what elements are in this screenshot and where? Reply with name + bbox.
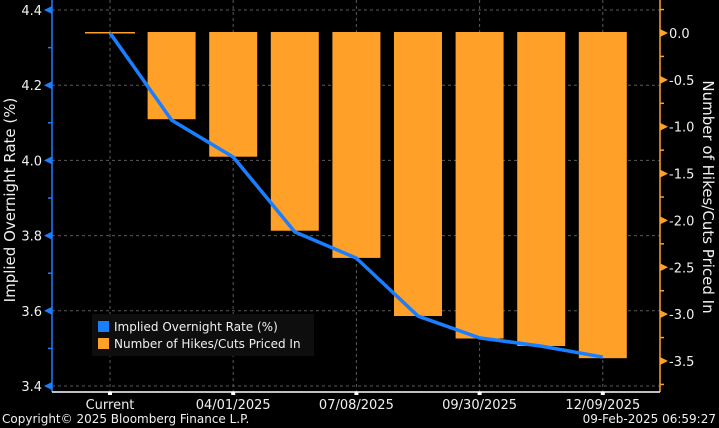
bar — [578, 32, 627, 359]
legend-item-rate: Implied Overnight Rate (%) — [98, 319, 278, 334]
legend: Implied Overnight Rate (%) Number of Hik… — [92, 314, 314, 356]
left-axis-ticks: 4.4 4.2 4.0 3.8 3.6 3.4 — [21, 4, 52, 395]
left-tick-label: 4.2 — [21, 79, 42, 94]
right-tick-marker — [660, 357, 668, 365]
x-tick-label: 12/09/2025 — [565, 398, 640, 413]
x-tick-marker — [600, 392, 605, 395]
right-tick-marker — [660, 75, 668, 84]
x-tick-marker — [108, 392, 112, 395]
x-tick-marker — [354, 392, 359, 395]
line-series — [108, 31, 604, 359]
right-tick-label: -2.0 — [669, 214, 694, 229]
right-axis-title: Number of Hikes/Cuts Priced In — [699, 80, 717, 313]
legend-swatch-rate — [98, 321, 109, 332]
bar — [455, 32, 504, 339]
left-tick-marker — [44, 306, 52, 315]
right-tick-marker — [660, 122, 668, 131]
left-tick-label: 4.0 — [21, 154, 42, 169]
left-tick-marker — [44, 156, 52, 165]
right-tick-label: 0.0 — [669, 27, 690, 42]
x-axis-ticks: Current 04/01/2025 07/08/2025 09/30/2025 12/… — [86, 392, 640, 413]
right-tick-marker — [660, 310, 668, 319]
copyright-text: Copyright© 2025 Bloomberg Finance L.P. — [2, 412, 250, 426]
right-tick-label: -1.0 — [669, 121, 694, 136]
right-tick-label: -3.5 — [669, 355, 694, 370]
left-tick-label: 4.4 — [21, 4, 42, 19]
timestamp-text: 09-Feb-2025 06:59:27 — [582, 412, 716, 426]
right-tick-label: -3.0 — [669, 308, 694, 323]
legend-label-rate: Implied Overnight Rate (%) — [114, 319, 278, 334]
x-tick-label: 04/01/2025 — [196, 398, 271, 413]
left-tick-label: 3.6 — [21, 305, 42, 320]
x-tick-marker — [231, 392, 236, 395]
bar-series — [85, 32, 627, 359]
right-axis-ticks: 0.0 -0.5 -1.0 -1.5 -2.0 -2.5 -3.0 -3.5 — [660, 8, 694, 386]
legend-item-hikes: Number of Hikes/Cuts Priced In — [98, 336, 301, 351]
bar — [332, 32, 381, 258]
x-tick-label: 07/08/2025 — [319, 398, 394, 413]
right-tick-marker — [660, 169, 668, 178]
x-tick-marker — [477, 392, 482, 395]
bar — [209, 32, 258, 157]
bar — [270, 32, 319, 231]
right-tick-label: -0.5 — [669, 74, 694, 89]
right-tick-marker — [660, 216, 668, 225]
left-tick-marker — [44, 382, 52, 390]
right-tick-marker — [660, 29, 668, 37]
bar — [85, 32, 135, 34]
left-axis-title: Implied Overnight Rate (%) — [1, 98, 19, 303]
bar — [517, 32, 566, 347]
left-tick-marker — [44, 81, 52, 90]
right-tick-label: -1.5 — [669, 168, 694, 183]
left-tick-marker — [44, 231, 52, 240]
left-tick-marker — [44, 6, 52, 14]
bar — [394, 32, 442, 317]
bar — [147, 32, 196, 120]
left-tick-label: 3.8 — [21, 230, 42, 245]
x-tick-label: Current — [86, 398, 135, 413]
legend-label-hikes: Number of Hikes/Cuts Priced In — [114, 336, 301, 351]
right-tick-marker — [660, 263, 668, 272]
left-tick-label: 3.4 — [21, 380, 42, 395]
right-tick-label: -2.5 — [669, 261, 694, 276]
x-tick-label: 09/30/2025 — [442, 398, 517, 413]
legend-swatch-hikes — [98, 338, 109, 349]
